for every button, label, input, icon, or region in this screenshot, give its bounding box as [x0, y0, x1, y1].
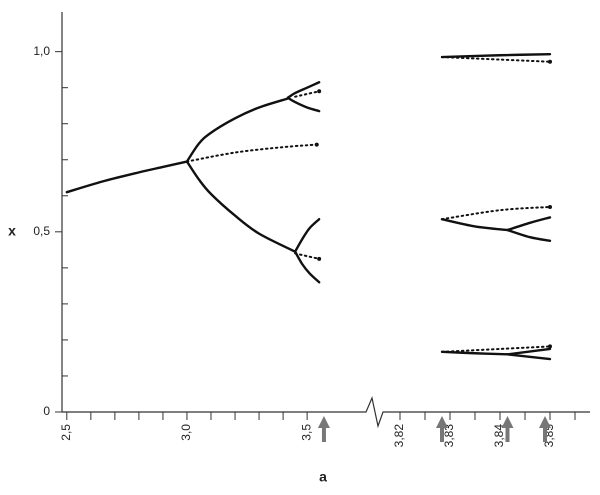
branch-end-dot — [548, 204, 552, 209]
stable-branch — [286, 81, 321, 99]
stable-branch — [293, 218, 321, 253]
x-tick-label: 3,82 — [392, 424, 406, 448]
stable-branch — [506, 347, 552, 356]
y-tick-label: 0,5 — [33, 224, 50, 238]
branch-end-dot — [548, 344, 552, 349]
y-tick-label: 0 — [43, 404, 50, 418]
unstable-branch — [441, 56, 551, 63]
stable-branch — [440, 52, 552, 59]
stable-branch — [440, 350, 509, 356]
unstable-branch — [185, 143, 318, 163]
stable-branch — [286, 96, 321, 113]
branch-end-dot — [317, 256, 322, 261]
stable-branch — [185, 160, 297, 253]
stable-branch — [440, 218, 509, 232]
x-tick-label: 3,83 — [442, 424, 456, 448]
x-axis-label: a — [319, 469, 327, 485]
x-tick-label: 3,5 — [299, 424, 313, 441]
unstable-branch — [294, 252, 321, 260]
stable-branch — [506, 228, 552, 243]
x-axis-break — [62, 396, 590, 429]
bifurcation-arrow — [539, 416, 551, 442]
unstable-branch — [441, 205, 551, 221]
x-tick-label: 3,0 — [179, 424, 193, 441]
y-axis-label: x — [8, 223, 16, 239]
stable-branch — [65, 160, 189, 194]
stable-branch — [185, 97, 290, 163]
bifurcation-arrow — [501, 416, 514, 442]
bifurcation-arrow — [317, 416, 330, 442]
unstable-branch — [294, 90, 321, 98]
stable-branch — [293, 250, 321, 284]
y-tick-label: 1,0 — [33, 44, 50, 58]
stable-branch — [506, 216, 552, 232]
branch-end-dot — [548, 59, 552, 64]
bifurcation-arrow — [436, 416, 448, 442]
stable-branch — [506, 353, 552, 361]
x-tick-label: 3,84 — [492, 424, 506, 448]
branch-end-dot — [314, 142, 319, 147]
branch-end-dot — [317, 89, 322, 94]
unstable-branch — [441, 345, 551, 353]
x-tick-label: 2,5 — [59, 424, 73, 441]
